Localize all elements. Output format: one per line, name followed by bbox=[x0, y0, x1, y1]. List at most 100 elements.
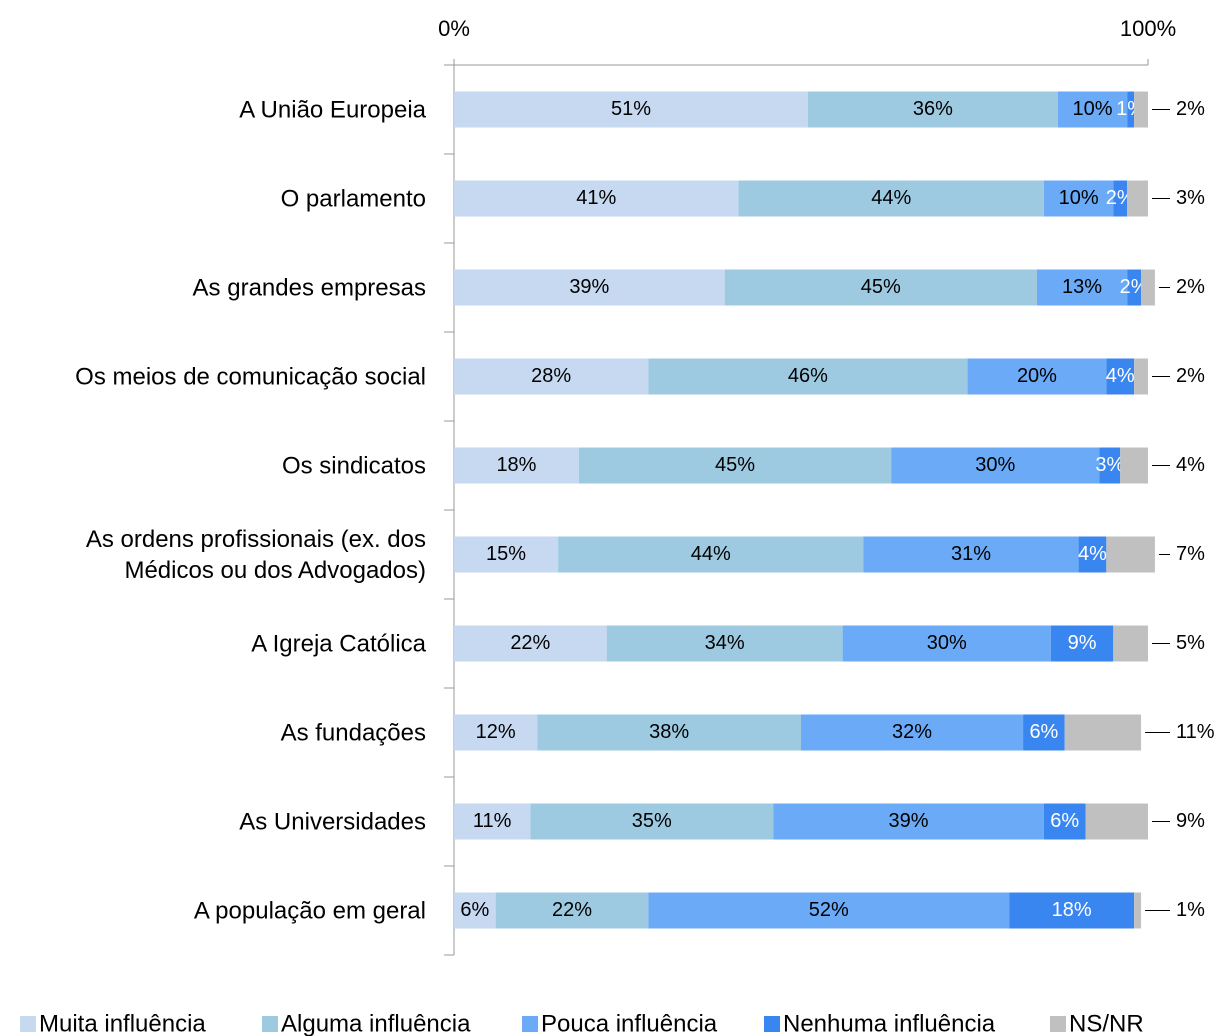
bar-segment bbox=[454, 714, 538, 751]
value-label: 4% bbox=[1078, 543, 1107, 565]
value-label: 18% bbox=[1052, 899, 1092, 921]
legend-label: Alguma influência bbox=[281, 1010, 471, 1036]
value-label: 10% bbox=[1072, 98, 1112, 120]
value-label: 3% bbox=[1176, 187, 1205, 209]
value-label: 22% bbox=[510, 632, 550, 654]
bar-segment bbox=[738, 180, 1044, 217]
bar-segment bbox=[1134, 91, 1148, 128]
legend-swatch bbox=[262, 1016, 278, 1032]
category-label: As fundações bbox=[280, 719, 426, 746]
value-label: 2% bbox=[1176, 276, 1205, 298]
bar-segment bbox=[1043, 180, 1114, 217]
bar-segment bbox=[1009, 892, 1135, 929]
value-label: 30% bbox=[927, 632, 967, 654]
bar-segment bbox=[1078, 536, 1107, 573]
bar-segment bbox=[537, 714, 801, 751]
legend-swatch bbox=[764, 1016, 780, 1032]
value-label: 39% bbox=[889, 810, 929, 832]
bar-segment bbox=[967, 358, 1107, 395]
value-label: 1% bbox=[1176, 899, 1205, 921]
category-label: Os sindicatos bbox=[281, 452, 426, 479]
legend-swatch bbox=[1050, 1016, 1066, 1032]
category-label: A União Europeia bbox=[239, 96, 426, 123]
bar-segment bbox=[1106, 358, 1135, 395]
value-label: 41% bbox=[576, 187, 616, 209]
value-label: 46% bbox=[788, 365, 828, 387]
value-label: 28% bbox=[531, 365, 571, 387]
value-label: 12% bbox=[476, 721, 516, 743]
legend-label: NS/NR bbox=[1069, 1010, 1144, 1036]
bar-segment bbox=[454, 358, 649, 395]
value-label: 13% bbox=[1062, 276, 1102, 298]
bar-segment bbox=[1113, 625, 1148, 662]
value-label: 5% bbox=[1176, 632, 1205, 654]
bar-segment bbox=[1036, 269, 1128, 306]
bar-segment bbox=[454, 892, 496, 929]
bar-segment bbox=[801, 714, 1024, 751]
bar-segment bbox=[1127, 180, 1148, 217]
value-label: 45% bbox=[715, 454, 755, 476]
value-label: 51% bbox=[611, 98, 651, 120]
bar-segment bbox=[495, 892, 649, 929]
bar-segment bbox=[454, 625, 607, 662]
category-label: Os meios de comunicação social bbox=[75, 363, 426, 390]
category-label: A Igreja Católica bbox=[251, 630, 426, 657]
bar-segment bbox=[648, 892, 1010, 929]
category-label: As Universidades bbox=[239, 808, 426, 835]
category-label: A população em geral bbox=[193, 897, 426, 924]
value-label: 6% bbox=[460, 899, 489, 921]
bar-segment bbox=[454, 536, 559, 573]
value-label: 7% bbox=[1176, 543, 1205, 565]
value-label: 4% bbox=[1106, 365, 1135, 387]
bar-segment bbox=[1023, 714, 1065, 751]
bar-segment bbox=[1120, 447, 1148, 484]
bar-segment bbox=[1099, 447, 1121, 484]
bar-segment bbox=[891, 447, 1100, 484]
bar-segment bbox=[1134, 892, 1142, 929]
bar-segment bbox=[578, 447, 892, 484]
category-label: O parlamento bbox=[280, 185, 426, 212]
bar-segment bbox=[1043, 803, 1086, 840]
legend-label: Nenhuma influência bbox=[783, 1010, 996, 1036]
value-label: 22% bbox=[552, 899, 592, 921]
value-label: 6% bbox=[1050, 810, 1079, 832]
value-label: 3% bbox=[1095, 454, 1124, 476]
bar-segment bbox=[454, 91, 808, 128]
value-label: 9% bbox=[1176, 810, 1205, 832]
legend-label: Pouca influência bbox=[541, 1010, 718, 1036]
value-label: 44% bbox=[691, 543, 731, 565]
value-label: 31% bbox=[951, 543, 991, 565]
value-label: 2% bbox=[1176, 98, 1205, 120]
value-label: 2% bbox=[1176, 365, 1205, 387]
value-label: 30% bbox=[975, 454, 1015, 476]
value-label: 35% bbox=[632, 810, 672, 832]
category-label: As grandes empresas bbox=[192, 274, 426, 301]
legend-swatch bbox=[20, 1016, 36, 1032]
x-tick-label: 100% bbox=[1120, 16, 1176, 41]
value-label: 36% bbox=[913, 98, 953, 120]
legend-label: Muita influência bbox=[39, 1010, 206, 1036]
value-label: 32% bbox=[892, 721, 932, 743]
bar-segment bbox=[1113, 180, 1128, 217]
value-label: 52% bbox=[809, 899, 849, 921]
value-label: 11% bbox=[1176, 721, 1215, 743]
bar-segment bbox=[773, 803, 1044, 840]
bar-segment bbox=[648, 358, 968, 395]
x-tick-label: 0% bbox=[438, 16, 470, 41]
bar-segment bbox=[1127, 91, 1135, 128]
legend-swatch bbox=[522, 1016, 538, 1032]
bar-segment bbox=[558, 536, 864, 573]
value-label: 10% bbox=[1059, 187, 1099, 209]
bar-segment bbox=[530, 803, 774, 840]
value-label: 45% bbox=[861, 276, 901, 298]
bar-segment bbox=[1141, 269, 1155, 306]
bar-segment bbox=[863, 536, 1079, 573]
bar-segment bbox=[606, 625, 843, 662]
bar-segment bbox=[454, 269, 725, 306]
bar-segment bbox=[1127, 269, 1142, 306]
bar-segment bbox=[454, 180, 739, 217]
value-label: 39% bbox=[569, 276, 609, 298]
category-label: As ordens profissionais (ex. dos Médicos… bbox=[85, 525, 426, 584]
bar-segment bbox=[1085, 803, 1148, 840]
